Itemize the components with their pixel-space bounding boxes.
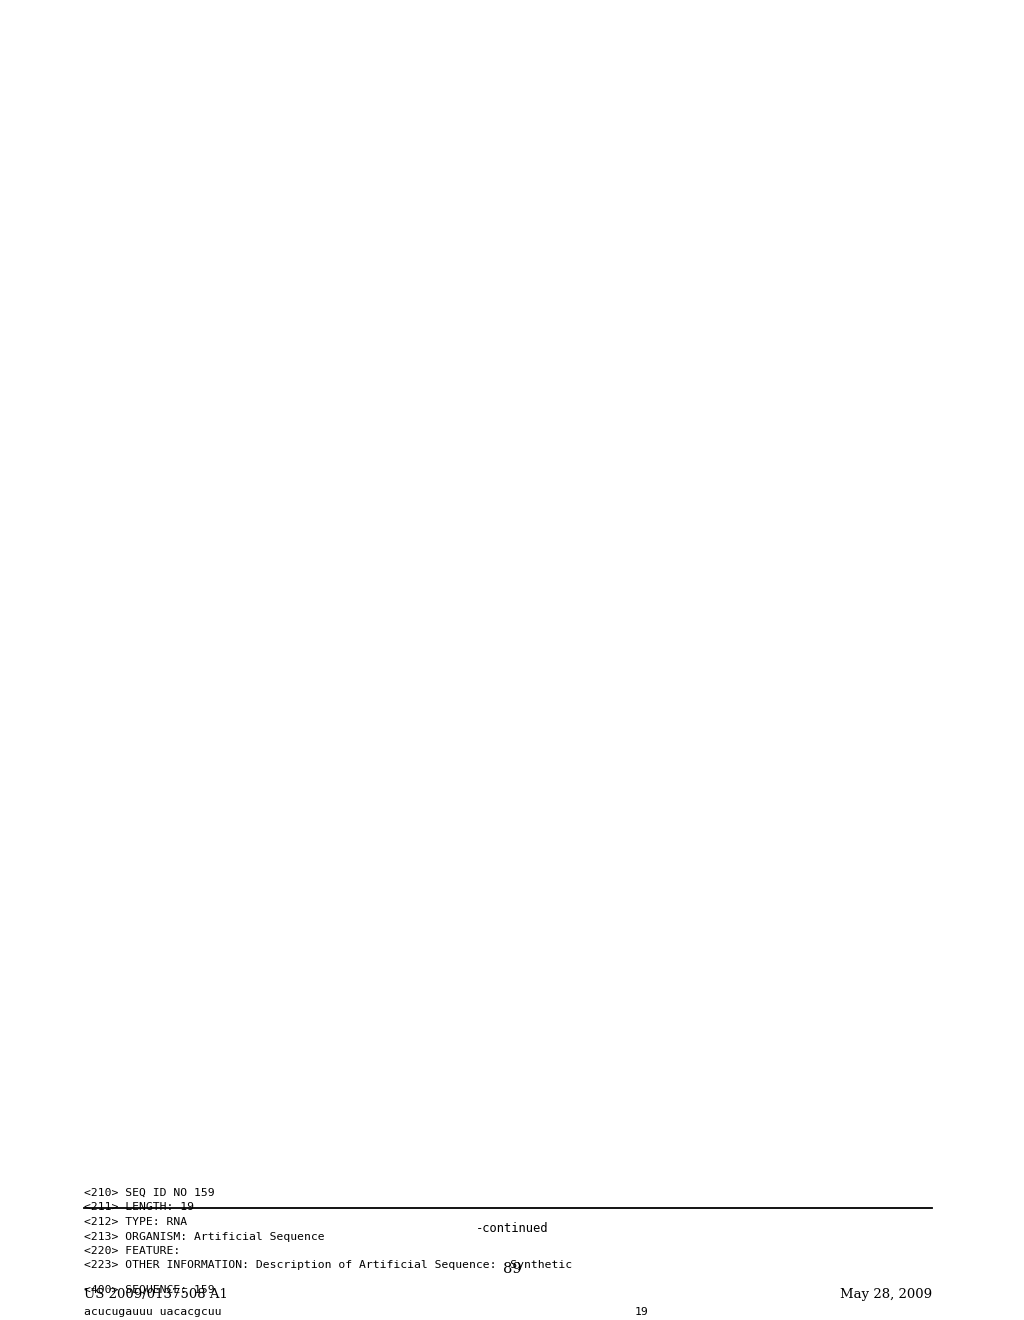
Text: US 2009/0137508 A1: US 2009/0137508 A1 [84, 1288, 228, 1302]
Text: <223> OTHER INFORMATION: Description of Artificial Sequence:  Synthetic: <223> OTHER INFORMATION: Description of … [84, 1261, 572, 1270]
Text: <210> SEQ ID NO 159: <210> SEQ ID NO 159 [84, 1188, 215, 1199]
Text: <212> TYPE: RNA: <212> TYPE: RNA [84, 1217, 187, 1228]
Text: May 28, 2009: May 28, 2009 [840, 1288, 932, 1302]
Text: <213> ORGANISM: Artificial Sequence: <213> ORGANISM: Artificial Sequence [84, 1232, 325, 1242]
Text: 89: 89 [503, 1262, 521, 1276]
Text: acucugauuu uacacgcuu: acucugauuu uacacgcuu [84, 1307, 221, 1317]
Text: <211> LENGTH: 19: <211> LENGTH: 19 [84, 1203, 194, 1213]
Text: -continued: -continued [476, 1222, 548, 1236]
Text: <400> SEQUENCE: 159: <400> SEQUENCE: 159 [84, 1286, 215, 1295]
Text: <220> FEATURE:: <220> FEATURE: [84, 1246, 180, 1257]
Text: 19: 19 [635, 1307, 648, 1317]
